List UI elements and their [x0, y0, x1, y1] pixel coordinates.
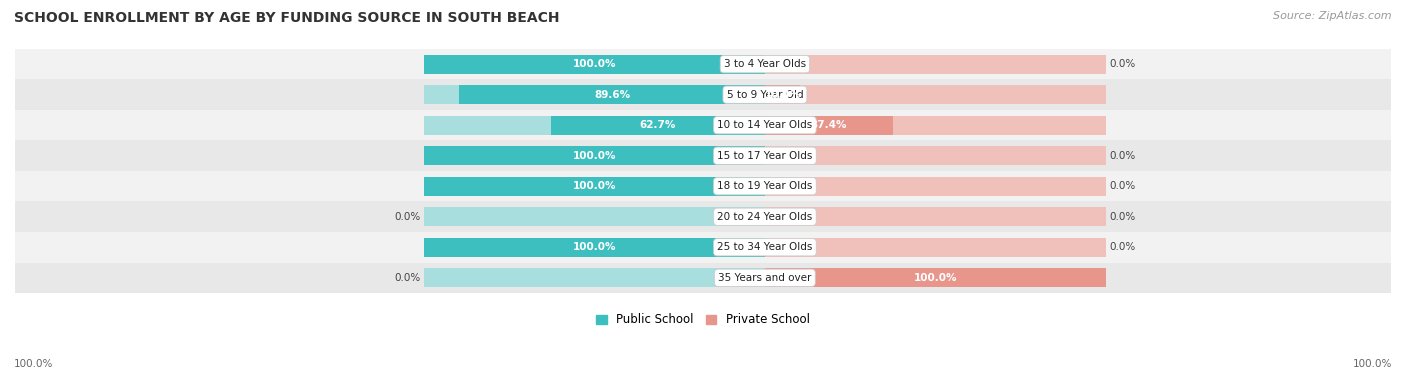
- Bar: [423, 85, 765, 104]
- Bar: [551, 116, 765, 135]
- Text: 62.7%: 62.7%: [640, 120, 676, 130]
- Text: 0.0%: 0.0%: [1109, 151, 1136, 161]
- Text: 100.0%: 100.0%: [572, 59, 616, 69]
- Text: 89.6%: 89.6%: [593, 90, 630, 100]
- Text: 10.4%: 10.4%: [765, 90, 801, 100]
- Bar: [460, 85, 765, 104]
- Text: 0.0%: 0.0%: [1109, 59, 1136, 69]
- Bar: [15, 232, 1391, 262]
- Text: 0.0%: 0.0%: [394, 212, 420, 222]
- Bar: [423, 55, 765, 74]
- Text: 25 to 34 Year Olds: 25 to 34 Year Olds: [717, 242, 813, 252]
- Text: SCHOOL ENROLLMENT BY AGE BY FUNDING SOURCE IN SOUTH BEACH: SCHOOL ENROLLMENT BY AGE BY FUNDING SOUR…: [14, 11, 560, 25]
- Text: 37.4%: 37.4%: [810, 120, 846, 130]
- Bar: [765, 146, 1107, 165]
- Bar: [423, 146, 765, 165]
- Bar: [15, 80, 1391, 110]
- Bar: [15, 141, 1391, 171]
- Bar: [15, 262, 1391, 293]
- Text: 100.0%: 100.0%: [914, 273, 957, 283]
- Bar: [423, 238, 765, 257]
- Bar: [423, 238, 765, 257]
- Bar: [423, 146, 765, 165]
- Text: 100.0%: 100.0%: [14, 359, 53, 369]
- Bar: [15, 201, 1391, 232]
- Bar: [15, 49, 1391, 80]
- Text: Source: ZipAtlas.com: Source: ZipAtlas.com: [1274, 11, 1392, 21]
- Text: 15 to 17 Year Olds: 15 to 17 Year Olds: [717, 151, 813, 161]
- Text: 20 to 24 Year Olds: 20 to 24 Year Olds: [717, 212, 813, 222]
- Bar: [765, 116, 893, 135]
- Text: 10 to 14 Year Olds: 10 to 14 Year Olds: [717, 120, 813, 130]
- Legend: Public School, Private School: Public School, Private School: [592, 309, 814, 331]
- Text: 0.0%: 0.0%: [1109, 212, 1136, 222]
- Bar: [765, 238, 1107, 257]
- Text: 0.0%: 0.0%: [1109, 181, 1136, 191]
- Text: 35 Years and over: 35 Years and over: [718, 273, 811, 283]
- Text: 0.0%: 0.0%: [394, 273, 420, 283]
- Bar: [765, 268, 1107, 287]
- Bar: [765, 55, 1107, 74]
- Bar: [765, 85, 1107, 104]
- Bar: [765, 116, 1107, 135]
- Bar: [765, 207, 1107, 226]
- Bar: [765, 177, 1107, 196]
- Bar: [423, 177, 765, 196]
- Text: 100.0%: 100.0%: [572, 242, 616, 252]
- Bar: [765, 268, 1107, 287]
- Bar: [423, 268, 765, 287]
- Text: 18 to 19 Year Olds: 18 to 19 Year Olds: [717, 181, 813, 191]
- Text: 100.0%: 100.0%: [1353, 359, 1392, 369]
- Bar: [423, 207, 765, 226]
- Bar: [15, 110, 1391, 141]
- Text: 100.0%: 100.0%: [572, 151, 616, 161]
- Text: 100.0%: 100.0%: [572, 181, 616, 191]
- Bar: [15, 171, 1391, 201]
- Text: 0.0%: 0.0%: [1109, 242, 1136, 252]
- Bar: [423, 55, 765, 74]
- Text: 5 to 9 Year Old: 5 to 9 Year Old: [727, 90, 803, 100]
- Text: 3 to 4 Year Olds: 3 to 4 Year Olds: [724, 59, 806, 69]
- Bar: [765, 85, 800, 104]
- Bar: [423, 116, 765, 135]
- Bar: [423, 177, 765, 196]
